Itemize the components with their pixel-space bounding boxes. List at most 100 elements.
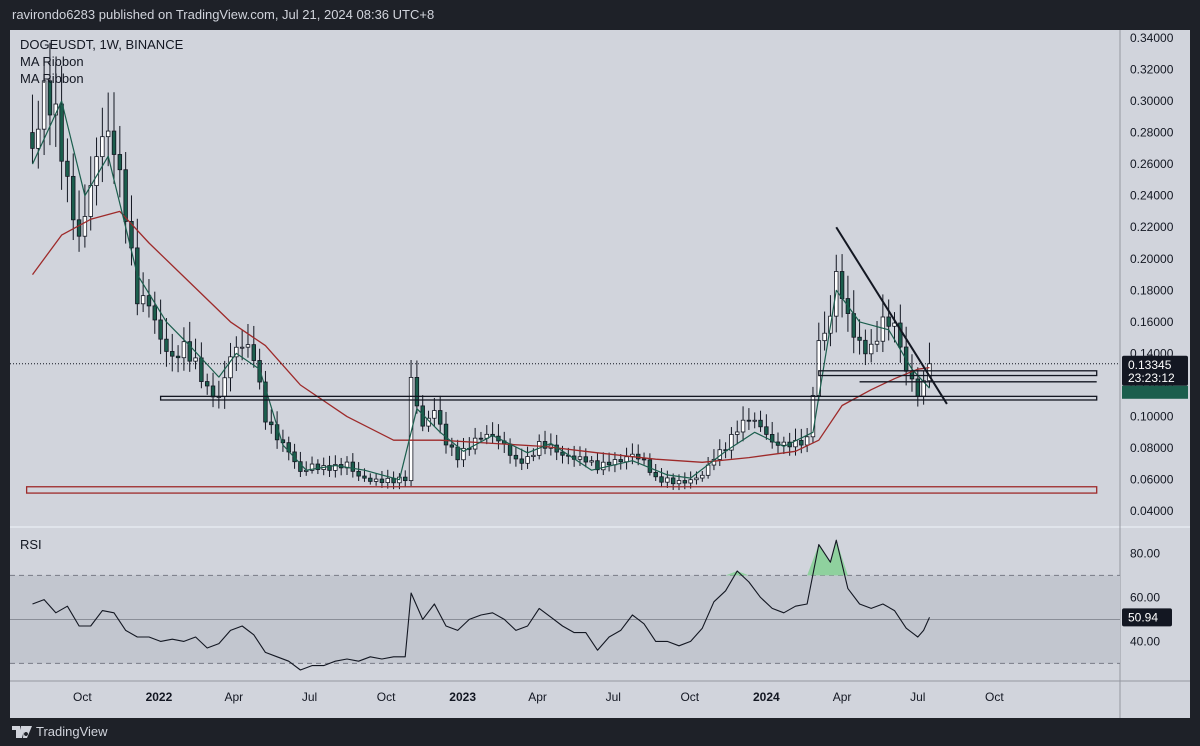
candle-body[interactable] (129, 221, 134, 249)
candle-body[interactable] (362, 475, 367, 479)
candle-body[interactable] (158, 319, 163, 340)
candle-body[interactable] (30, 132, 35, 149)
candle-body[interactable] (461, 447, 466, 461)
candle-body[interactable] (641, 458, 647, 461)
candle-body[interactable] (111, 130, 117, 155)
candle-body[interactable] (41, 80, 47, 130)
candle-body[interactable] (94, 156, 99, 186)
candle-body[interactable] (886, 316, 891, 327)
candle-body[interactable] (577, 456, 583, 460)
candle-body[interactable] (245, 344, 251, 348)
candle-body[interactable] (752, 419, 757, 422)
candle-body[interactable] (647, 459, 653, 473)
candle-body[interactable] (403, 476, 408, 482)
candle-body[interactable] (764, 426, 769, 435)
candle-body[interactable] (269, 421, 274, 426)
candle-body[interactable] (857, 336, 862, 341)
candle-body[interactable] (507, 443, 513, 456)
candle-body[interactable] (193, 357, 198, 362)
candle-body[interactable] (146, 295, 152, 307)
candle-body[interactable] (100, 136, 105, 158)
candle-body[interactable] (187, 341, 192, 362)
candle-body[interactable] (676, 480, 682, 485)
horizontal-level-0[interactable] (25, 486, 1098, 494)
candle-body[interactable] (356, 470, 361, 477)
candle-body[interactable] (624, 456, 629, 463)
candle-body[interactable] (437, 410, 443, 425)
candle-body[interactable] (735, 431, 740, 435)
candle-body[interactable] (379, 478, 385, 484)
candle-body[interactable] (740, 419, 746, 433)
candle-body[interactable] (181, 341, 187, 359)
candle-body[interactable] (595, 460, 600, 471)
candle-body[interactable] (781, 441, 787, 446)
candle-body[interactable] (333, 464, 338, 471)
candle-body[interactable] (682, 480, 688, 484)
horizontal-level-2[interactable] (818, 370, 1098, 377)
candle-body[interactable] (665, 477, 670, 483)
candle-body[interactable] (589, 460, 594, 463)
candle-body[interactable] (239, 346, 245, 349)
candle-body[interactable] (804, 436, 810, 446)
horizontal-level-1[interactable] (159, 395, 1098, 401)
candle-body[interactable] (531, 454, 536, 457)
candle-body[interactable] (898, 322, 903, 348)
candle-body[interactable] (455, 446, 460, 461)
candle-body[interactable] (839, 271, 845, 299)
candle-body[interactable] (135, 247, 140, 305)
candle-body[interactable] (76, 219, 82, 237)
candle-body[interactable] (175, 355, 181, 359)
candle-body[interactable] (443, 423, 449, 446)
candle-body[interactable] (88, 185, 93, 217)
candle-body[interactable] (228, 356, 233, 379)
candle-body[interactable] (263, 381, 268, 423)
candle-body[interactable] (583, 456, 589, 463)
candle-body[interactable] (199, 357, 204, 382)
candle-body[interactable] (373, 478, 379, 482)
candle-body[interactable] (869, 343, 874, 355)
candle-body[interactable] (105, 130, 111, 138)
candle-body[interactable] (449, 444, 455, 448)
candle-body[interactable] (414, 377, 420, 407)
candle-body[interactable] (71, 175, 76, 221)
ma-ribbon-label-1[interactable]: MA Ribbon (20, 54, 84, 69)
candle-body[interactable] (47, 80, 53, 116)
candle-body[interactable] (525, 456, 530, 464)
candle-body[interactable] (618, 459, 623, 463)
candle-body[interactable] (117, 154, 123, 171)
candle-body[interactable] (659, 476, 664, 483)
candle-body[interactable] (140, 295, 146, 305)
candle-body[interactable] (65, 160, 70, 177)
candle-body[interactable] (309, 463, 315, 471)
candle-body[interactable] (222, 377, 227, 397)
trendline[interactable] (835, 226, 948, 405)
candle-body[interactable] (59, 103, 64, 162)
candle-body[interactable] (408, 377, 414, 482)
candle-body[interactable] (478, 437, 484, 440)
candle-body[interactable] (863, 339, 868, 355)
candle-body[interactable] (606, 461, 612, 466)
candle-body[interactable] (729, 434, 734, 451)
chart-canvas[interactable]: 0.34000 0.32000 0.30000 0.28000 0.26000 0.240… (10, 30, 1190, 718)
candle-body[interactable] (874, 340, 880, 345)
candle-body[interactable] (327, 465, 332, 471)
candle-body[interactable] (601, 461, 606, 471)
candle-body[interactable] (799, 440, 804, 446)
candle-body[interactable] (164, 338, 169, 352)
candle-body[interactable] (769, 434, 775, 443)
candle-body[interactable] (513, 454, 519, 460)
candle-body[interactable] (758, 419, 763, 428)
candle-body[interactable] (385, 477, 390, 484)
symbol-label[interactable]: DOGEUSDT, 1W, BINANCE (20, 37, 184, 52)
candle-body[interactable] (123, 169, 128, 222)
candle-body[interactable] (204, 381, 210, 387)
candle-body[interactable] (653, 472, 658, 478)
candle-body[interactable] (36, 128, 41, 149)
candle-body[interactable] (234, 346, 239, 358)
candle-body[interactable] (350, 461, 356, 472)
rsi-title[interactable]: RSI (20, 537, 42, 552)
ma-ribbon-label-2[interactable]: MA Ribbon (20, 71, 84, 86)
chart-panel[interactable]: 0.34000 0.32000 0.30000 0.28000 0.26000 0.240… (10, 30, 1190, 718)
candle-body[interactable] (688, 479, 693, 484)
candle-body[interactable] (82, 216, 88, 237)
